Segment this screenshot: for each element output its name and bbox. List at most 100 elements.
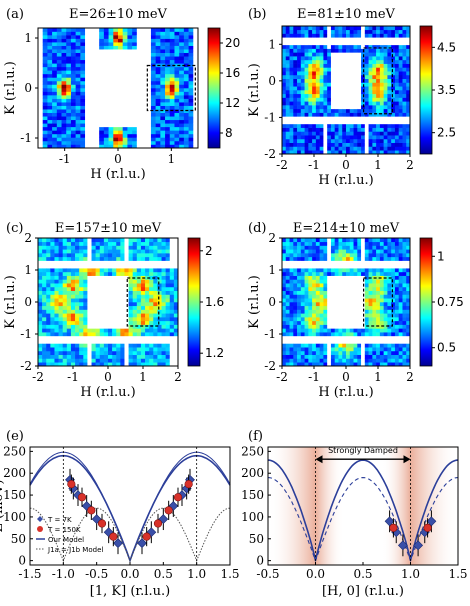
heatmap-mask-cell xyxy=(334,286,339,292)
heatmap-cell xyxy=(364,82,369,87)
heatmap-cell xyxy=(368,317,373,322)
heatmap-cell xyxy=(132,347,138,352)
heatmap-cell xyxy=(165,343,171,348)
heatmap-cell xyxy=(394,302,400,307)
heatmap-cell xyxy=(155,73,161,78)
heatmap-cell xyxy=(372,56,377,61)
heatmap-mask-cell xyxy=(338,320,343,325)
heatmap-mask-cell xyxy=(122,109,128,114)
heatmap-cell xyxy=(183,77,189,82)
heatmap-cell xyxy=(394,256,400,261)
heatmap-mask-cell xyxy=(330,335,336,340)
heatmap-mask-cell xyxy=(146,109,152,114)
heatmap-mask-cell xyxy=(398,41,403,46)
heatmap-cell xyxy=(58,294,64,299)
heatmap-mask-cell xyxy=(357,74,362,80)
heatmap-cell xyxy=(66,56,72,61)
heatmap-mask-cell xyxy=(169,245,175,250)
heatmap-cell xyxy=(70,45,76,50)
heatmap-cell xyxy=(179,28,185,32)
heatmap-cell xyxy=(376,74,381,80)
heatmap-mask-cell xyxy=(293,116,298,121)
heatmap-cell xyxy=(54,253,59,258)
heatmap-cell xyxy=(346,131,351,136)
heatmap-cell xyxy=(128,362,134,367)
heatmap-cell xyxy=(372,150,377,155)
heatmap-cell xyxy=(50,313,55,318)
heatmap-mask-cell xyxy=(357,286,362,292)
heatmap-cell xyxy=(323,249,328,254)
heatmap-mask-cell xyxy=(103,77,109,82)
heatmap-cell xyxy=(391,56,396,61)
heatmap-cell xyxy=(112,350,117,356)
heatmap-cell xyxy=(334,328,339,333)
heatmap-cell xyxy=(62,350,68,356)
panel-letter: (f) xyxy=(248,429,263,444)
heatmap-cell xyxy=(42,302,47,307)
heatmap-mask-cell xyxy=(387,37,392,42)
heatmap-mask-cell xyxy=(85,102,91,106)
heatmap-cell xyxy=(368,298,373,303)
heatmap-mask-cell xyxy=(127,109,133,114)
heatmap-cell xyxy=(353,241,358,246)
heatmap-cell xyxy=(91,343,96,348)
heatmap-cell xyxy=(319,298,324,303)
heatmap-cell xyxy=(349,135,354,140)
heatmap-cell xyxy=(398,150,403,155)
heatmap-cell xyxy=(188,56,194,61)
heatmap-cell xyxy=(42,286,47,292)
heatmap-mask-cell xyxy=(193,42,199,46)
heatmap-cell xyxy=(66,38,72,43)
heatmap-cell xyxy=(308,86,313,91)
heatmap-cell xyxy=(62,302,68,307)
heatmap-cell xyxy=(300,101,305,106)
heatmap-mask-cell xyxy=(118,63,124,68)
heatmap-cell xyxy=(406,90,411,95)
heatmap-mask-cell xyxy=(94,95,100,99)
heatmap-cell xyxy=(160,35,166,39)
heatmap-mask-cell xyxy=(342,101,347,106)
heatmap-cell xyxy=(157,298,162,303)
heatmap-cell xyxy=(42,66,48,71)
heatmap-cell xyxy=(406,332,411,337)
heatmap-cell xyxy=(323,74,328,80)
heatmap-cell xyxy=(300,78,305,83)
heatmap-cell xyxy=(297,56,302,61)
heatmap-cell xyxy=(61,45,67,50)
heatmap-cell xyxy=(297,358,302,363)
heatmap-cell xyxy=(149,305,154,310)
heatmap-cell xyxy=(179,45,185,50)
heatmap-cell xyxy=(52,105,58,110)
heatmap-mask-cell xyxy=(94,52,100,57)
heatmap-cell xyxy=(387,350,392,356)
heatmap-cell xyxy=(315,286,320,292)
heatmap-cell xyxy=(285,241,290,246)
heatmap-cell xyxy=(282,142,287,147)
heatmap-mask-cell xyxy=(87,290,92,295)
heatmap-cell xyxy=(75,271,80,276)
heatmap-cell xyxy=(338,245,343,250)
heatmap-cell xyxy=(315,271,320,276)
heatmap-cell xyxy=(334,150,339,155)
heatmap-cell xyxy=(282,59,287,64)
heatmap-cell xyxy=(300,238,305,243)
heatmap-mask-cell xyxy=(312,339,317,344)
heatmap-cell xyxy=(406,241,411,246)
heatmap-cell xyxy=(330,142,336,147)
heatmap-cell xyxy=(52,137,58,142)
heatmap-mask-cell xyxy=(70,339,76,344)
heatmap-mask-cell xyxy=(398,339,403,344)
heatmap-cell xyxy=(383,52,388,57)
heatmap-cell xyxy=(289,135,294,140)
heatmap-cell xyxy=(108,35,114,39)
heatmap-mask-cell xyxy=(193,133,199,138)
heatmap-cell xyxy=(149,271,154,276)
heatmap-cell xyxy=(368,294,373,299)
heatmap-cell xyxy=(56,126,62,131)
heatmap-cell xyxy=(379,33,384,38)
heatmap-cell xyxy=(402,127,407,132)
heatmap-cell xyxy=(145,317,150,322)
heatmap-cell xyxy=(83,317,88,322)
heatmap-cell xyxy=(145,362,150,367)
heatmap-cell xyxy=(406,150,411,155)
